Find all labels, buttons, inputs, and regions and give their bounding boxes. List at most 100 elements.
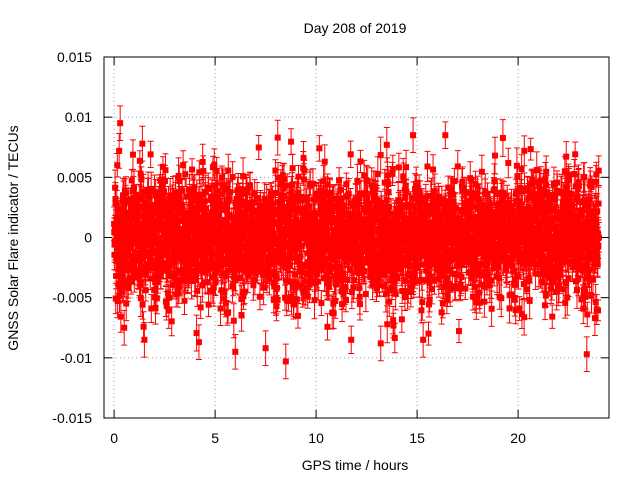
data-point [319,253,326,260]
data-point [202,189,209,196]
data-point [316,145,323,152]
data-point [225,167,232,174]
data-point [130,185,137,192]
data-point [237,195,244,202]
data-point [116,284,123,291]
data-point [336,177,343,184]
data-point [270,237,277,244]
data-point [172,190,179,197]
data-point [327,269,334,276]
data-point [374,170,381,177]
data-point [298,264,305,271]
data-point [203,205,210,212]
data-point [348,336,355,343]
data-point [152,192,159,199]
data-point [431,188,438,195]
data-point [180,162,187,169]
data-point [246,224,253,231]
data-point [187,192,194,199]
data-point [113,201,120,208]
data-point [418,276,425,283]
data-point [162,167,169,174]
data-point [205,301,212,308]
data-point [135,203,142,210]
data-point [238,312,245,319]
data-point [324,323,331,330]
data-point [224,208,231,215]
data-point [267,243,274,250]
data-point [514,173,521,180]
data-point [318,265,325,272]
data-point [121,278,128,285]
data-point [279,179,286,186]
data-point [121,187,128,194]
data-point [306,260,313,267]
data-point [243,187,250,194]
data-point [147,257,154,264]
data-point [154,279,161,286]
data-point [284,259,291,266]
data-point [138,176,145,183]
data-point [131,269,138,276]
data-point [192,249,199,256]
data-point [261,261,268,268]
data-point [191,184,198,191]
data-point [395,164,402,171]
data-point [148,185,155,192]
data-point [190,190,197,197]
data-point [174,289,181,296]
data-point [345,190,352,197]
data-point [121,204,128,211]
data-point [255,144,262,151]
data-point [272,167,279,174]
data-point [315,195,322,202]
data-point [287,229,294,236]
data-point [189,166,196,173]
data-point [161,189,168,196]
data-point [238,236,245,243]
data-point [199,191,206,198]
data-point [323,221,330,228]
data-point [442,132,449,139]
data-point [181,297,188,304]
data-point [198,267,205,274]
data-point [268,191,275,198]
data-point [274,174,281,181]
data-point [306,281,313,288]
data-point [526,277,533,284]
data-point [218,206,225,213]
data-point [271,241,278,248]
data-point [159,163,166,170]
data-point [179,187,186,194]
data-point [294,312,301,319]
data-point [307,276,314,283]
data-point [362,290,369,297]
data-point [173,277,180,284]
data-point [157,269,164,276]
data-point [164,218,171,225]
data-point [212,232,219,239]
data-point [167,273,174,280]
data-point [462,285,469,292]
data-point [213,167,220,174]
data-point [309,180,316,187]
data-point [173,218,180,225]
data-point [207,243,214,250]
data-point [343,210,350,217]
data-point [492,152,499,159]
data-point [521,147,528,154]
data-point [211,273,218,280]
data-point [129,151,136,158]
data-point [201,198,208,205]
data-point [384,321,391,328]
data-point [403,164,410,171]
data-point [233,253,240,260]
data-point [212,204,219,211]
data-point [176,178,183,185]
data-point [160,250,167,257]
data-point [114,298,121,305]
data-point [438,309,445,316]
data-point [505,159,512,166]
data-point [289,181,296,188]
data-point [176,197,183,204]
